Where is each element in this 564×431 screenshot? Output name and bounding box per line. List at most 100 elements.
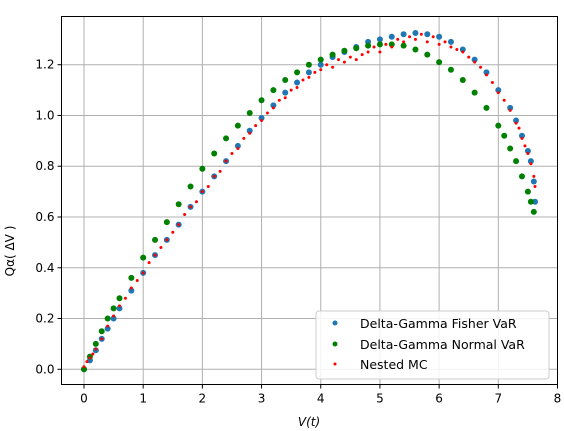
nested-mc-point bbox=[533, 185, 537, 189]
x-axis-ticks: 0 1 2 3 4 5 6 7 8 bbox=[80, 384, 561, 406]
normal-var-point bbox=[495, 122, 502, 129]
fisher-var-point bbox=[424, 31, 431, 38]
legend-label-normal: Delta-Gamma Normal VaR bbox=[360, 337, 525, 352]
fisher-var-point bbox=[471, 56, 478, 63]
fisher-var-point bbox=[270, 102, 277, 109]
normal-var-point bbox=[471, 89, 478, 96]
normal-var-point bbox=[501, 132, 508, 139]
nested-mc-point bbox=[88, 356, 92, 360]
nested-mc-point bbox=[129, 286, 133, 290]
nested-mc-point bbox=[271, 106, 275, 110]
nested-mc-point bbox=[206, 185, 210, 189]
fisher-var-point bbox=[483, 69, 490, 76]
nested-mc-point bbox=[408, 35, 412, 39]
y-tick-label: 0.6 bbox=[35, 210, 54, 224]
normal-var-point bbox=[258, 97, 265, 104]
normal-var-point bbox=[270, 87, 277, 94]
nested-mc-point bbox=[354, 58, 358, 62]
normal-var-point bbox=[152, 236, 159, 243]
nested-mc-point bbox=[141, 271, 145, 275]
nested-mc-point bbox=[467, 55, 471, 59]
normal-var-point bbox=[329, 51, 336, 58]
nested-mc-point bbox=[112, 314, 116, 318]
normal-var-point bbox=[524, 188, 531, 195]
normal-var-point bbox=[163, 219, 170, 226]
fisher-var-point bbox=[513, 117, 520, 124]
normal-var-point bbox=[388, 41, 395, 48]
normal-var-point bbox=[513, 158, 520, 165]
normal-var-point bbox=[223, 135, 230, 142]
y-tick-label: 1.2 bbox=[35, 58, 54, 72]
nested-mc-point bbox=[171, 230, 175, 234]
fisher-var-point bbox=[412, 29, 419, 36]
fisher-var-point bbox=[495, 87, 502, 94]
y-tick-label: 0.8 bbox=[35, 159, 54, 173]
x-tick-label: 4 bbox=[317, 392, 325, 406]
data-points bbox=[80, 29, 539, 373]
nested-mc-point bbox=[455, 47, 459, 51]
normal-var-point bbox=[353, 45, 360, 52]
nested-mc-point bbox=[378, 50, 382, 54]
nested-mc-point bbox=[443, 40, 447, 44]
nested-mc-point bbox=[325, 63, 329, 67]
nested-mc-point bbox=[224, 159, 228, 163]
y-axis-ticks: 0.0 0.2 0.4 0.6 0.8 1.0 1.2 bbox=[35, 58, 62, 376]
normal-var-point bbox=[104, 315, 111, 322]
normal-var-point bbox=[187, 183, 194, 190]
normal-var-point bbox=[317, 56, 324, 63]
plot-frame bbox=[61, 16, 558, 385]
normal-var-point bbox=[518, 173, 525, 180]
legend-label-nested-mc: Nested MC bbox=[360, 357, 428, 372]
nested-mc-point bbox=[301, 78, 305, 82]
normal-var-point bbox=[341, 47, 348, 54]
nested-mc-point bbox=[85, 360, 89, 364]
nested-mc-point bbox=[496, 91, 500, 95]
nested-mc-point bbox=[425, 40, 429, 44]
nested-mc-point bbox=[295, 86, 299, 90]
nested-mc-point bbox=[194, 200, 198, 204]
nested-mc-point bbox=[490, 80, 494, 84]
nested-mc-point bbox=[348, 55, 352, 59]
x-tick-label: 0 bbox=[80, 392, 88, 406]
nested-mc-point bbox=[517, 126, 521, 130]
normal-var-point bbox=[507, 145, 514, 152]
normal-var-point bbox=[128, 274, 135, 281]
normal-var-point bbox=[530, 208, 537, 215]
nested-mc-point bbox=[431, 35, 435, 39]
nested-mc-point bbox=[520, 136, 524, 140]
normal-var-point bbox=[140, 254, 147, 261]
nested-mc-point bbox=[94, 347, 98, 351]
nested-mc-point bbox=[396, 37, 400, 41]
fisher-var-point bbox=[116, 305, 123, 312]
normal-var-point bbox=[294, 69, 301, 76]
legend-label-fisher: Delta-Gamma Fisher VaR bbox=[360, 316, 517, 331]
nested-mc-point bbox=[218, 169, 222, 173]
fisher-var-point bbox=[507, 104, 514, 111]
nested-mc-point bbox=[461, 50, 465, 54]
nested-mc-point bbox=[123, 296, 127, 300]
nested-mc-point bbox=[337, 58, 341, 62]
nested-mc-point bbox=[165, 238, 169, 242]
nested-mc-point bbox=[106, 324, 110, 328]
x-tick-label: 7 bbox=[494, 392, 502, 406]
nested-mc-point bbox=[236, 146, 240, 150]
nested-mc-point bbox=[277, 98, 281, 102]
fisher-var-point bbox=[532, 198, 539, 205]
nested-mc-point bbox=[529, 162, 533, 166]
nested-mc-point bbox=[100, 337, 104, 341]
nested-mc-point bbox=[384, 42, 388, 46]
nested-mc-point bbox=[372, 45, 376, 49]
fisher-var-point bbox=[110, 315, 117, 322]
nested-mc-point bbox=[479, 65, 483, 69]
nested-mc-point bbox=[260, 119, 264, 123]
x-tick-label: 3 bbox=[258, 392, 266, 406]
legend-marker-nested-mc bbox=[333, 362, 337, 366]
nested-mc-point bbox=[283, 96, 287, 100]
nested-mc-point bbox=[289, 88, 293, 92]
x-tick-label: 5 bbox=[376, 392, 384, 406]
fisher-var-point bbox=[447, 38, 454, 45]
nested-mc-point bbox=[153, 253, 157, 257]
normal-var-point bbox=[116, 295, 123, 302]
nested-mc-point bbox=[360, 53, 364, 57]
nested-mc-point bbox=[502, 98, 506, 102]
